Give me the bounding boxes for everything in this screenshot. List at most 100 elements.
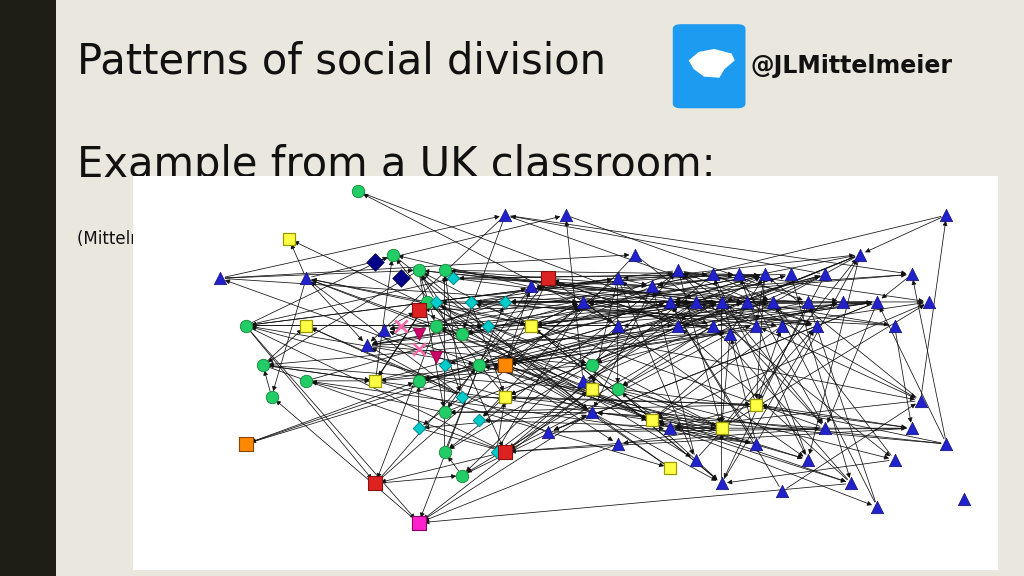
Point (705, 321, 721, 330)
Point (774, 321, 791, 330)
Point (212, 274, 228, 283)
FancyBboxPatch shape (673, 24, 745, 108)
Point (488, 447, 505, 456)
Point (765, 297, 781, 306)
Point (938, 439, 954, 449)
Point (662, 297, 678, 306)
Point (887, 455, 903, 464)
Point (644, 416, 660, 425)
Bar (0, 0, 56, 576)
Point (887, 321, 903, 330)
Point (912, 396, 929, 405)
Point (368, 376, 384, 385)
Point (757, 270, 773, 279)
Point (730, 270, 746, 279)
Point (238, 321, 254, 330)
Point (411, 423, 427, 433)
Point (479, 321, 496, 330)
Point (454, 329, 470, 338)
Point (687, 455, 703, 464)
Point (411, 329, 427, 338)
Point (817, 423, 834, 433)
Point (298, 274, 314, 283)
Point (281, 234, 297, 244)
Text: Patterns of social division: Patterns of social division (77, 40, 606, 82)
Point (609, 274, 626, 283)
Point (436, 266, 453, 275)
Point (869, 502, 886, 511)
Point (921, 297, 937, 306)
Point (774, 487, 791, 496)
Point (662, 423, 678, 433)
Point (714, 479, 730, 488)
Point (748, 439, 764, 449)
Point (903, 270, 920, 279)
Point (471, 361, 487, 370)
Point (411, 266, 427, 275)
Point (368, 479, 384, 488)
Point (541, 274, 557, 283)
Text: (Mittelmeier, 2017; follow up work Heliot, Mittelmeier, & Rienties, 2020): (Mittelmeier, 2017; follow up work Helio… (77, 230, 678, 248)
Point (393, 274, 410, 283)
Point (428, 297, 444, 306)
Point (574, 376, 591, 385)
Point (436, 361, 453, 370)
Point (748, 321, 764, 330)
Text: Example from a UK classroom:: Example from a UK classroom: (77, 144, 716, 186)
Point (817, 270, 834, 279)
Point (609, 439, 626, 449)
Text: @JLMittelmeier: @JLMittelmeier (751, 54, 952, 78)
Point (714, 423, 730, 433)
Point (938, 210, 954, 219)
Point (463, 297, 479, 306)
Point (445, 274, 462, 283)
Point (662, 463, 678, 472)
Point (255, 361, 271, 370)
Point (376, 325, 392, 334)
Point (523, 321, 540, 330)
Point (428, 321, 444, 330)
Point (670, 321, 686, 330)
Point (428, 353, 444, 362)
Point (609, 384, 626, 393)
Point (411, 305, 427, 314)
Point (574, 297, 591, 306)
Point (368, 258, 384, 267)
Point (609, 321, 626, 330)
Polygon shape (688, 49, 735, 78)
Point (393, 321, 410, 330)
Point (714, 297, 730, 306)
Point (471, 416, 487, 425)
Point (497, 297, 513, 306)
Point (687, 297, 703, 306)
Point (705, 270, 721, 279)
Point (852, 250, 868, 259)
Point (523, 282, 540, 291)
Point (722, 329, 738, 338)
Point (541, 427, 557, 437)
Point (350, 187, 367, 196)
Point (385, 250, 401, 259)
Point (436, 408, 453, 417)
Point (411, 376, 427, 385)
Point (454, 392, 470, 401)
Point (557, 210, 573, 219)
Point (955, 495, 972, 504)
Point (835, 297, 851, 306)
Point (670, 266, 686, 275)
Point (411, 344, 427, 354)
Point (748, 400, 764, 409)
Point (800, 455, 816, 464)
Point (782, 270, 799, 279)
Point (869, 297, 886, 306)
Point (298, 321, 314, 330)
Point (644, 282, 660, 291)
Point (436, 447, 453, 456)
Point (411, 518, 427, 528)
Point (903, 423, 920, 433)
Point (497, 392, 513, 401)
Point (497, 361, 513, 370)
Point (419, 297, 435, 306)
Point (238, 439, 254, 449)
Point (584, 384, 600, 393)
